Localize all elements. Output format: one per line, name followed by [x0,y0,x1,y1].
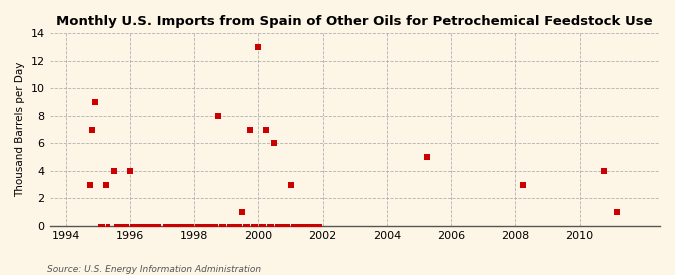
Point [242,224,253,228]
Point [90,100,101,104]
Point [612,210,622,214]
Point [146,224,157,228]
Point [127,224,138,228]
Point [263,224,274,228]
Text: Source: U.S. Energy Information Administration: Source: U.S. Energy Information Administ… [47,265,261,274]
Point [312,224,323,228]
Point [210,224,221,228]
Point [253,45,264,49]
Point [298,224,309,228]
Point [143,224,154,228]
Point [116,224,127,228]
Point [173,224,184,228]
Point [135,224,146,228]
Point [248,224,259,228]
Point [138,224,148,228]
Point [140,224,151,228]
Point [277,224,288,228]
Y-axis label: Thousand Barrels per Day: Thousand Barrels per Day [15,62,25,197]
Point [101,182,111,187]
Point [186,224,197,228]
Point [205,224,215,228]
Point [199,224,210,228]
Point [84,182,95,187]
Point [309,224,320,228]
Point [124,169,135,173]
Point [151,224,162,228]
Point [234,224,245,228]
Point [218,224,229,228]
Point [130,224,140,228]
Point [293,224,304,228]
Point [223,224,234,228]
Point [275,224,286,228]
Point [283,224,294,228]
Point [98,224,109,228]
Point [111,224,122,228]
Point [422,155,433,159]
Point [288,224,298,228]
Point [232,224,242,228]
Point [119,224,130,228]
Point [194,224,205,228]
Point [598,169,609,173]
Point [183,224,194,228]
Point [114,224,125,228]
Point [132,224,143,228]
Point [271,224,282,228]
Point [191,224,202,228]
Point [159,224,170,228]
Point [215,224,226,228]
Point [226,224,237,228]
Point [87,127,98,132]
Point [95,224,106,228]
Point [250,224,261,228]
Point [196,224,207,228]
Point [170,224,181,228]
Point [167,224,178,228]
Point [176,224,186,228]
Point [301,224,312,228]
Point [304,224,315,228]
Point [256,224,267,228]
Point [267,224,277,228]
Point [285,182,296,187]
Point [315,224,325,228]
Point [165,224,176,228]
Point [154,224,165,228]
Point [213,114,223,118]
Point [237,210,248,214]
Point [202,224,213,228]
Point [261,127,272,132]
Point [103,224,114,228]
Point [306,224,317,228]
Point [240,224,250,228]
Point [181,224,192,228]
Point [229,224,240,228]
Title: Monthly U.S. Imports from Spain of Other Oils for Petrochemical Feedstock Use: Monthly U.S. Imports from Spain of Other… [57,15,653,28]
Point [518,182,529,187]
Point [178,224,189,228]
Point [245,127,256,132]
Point [290,224,301,228]
Point [122,224,133,228]
Point [296,224,306,228]
Point [279,224,290,228]
Point [269,141,280,145]
Point [162,224,173,228]
Point [148,224,159,228]
Point [207,224,218,228]
Point [109,169,119,173]
Point [259,224,269,228]
